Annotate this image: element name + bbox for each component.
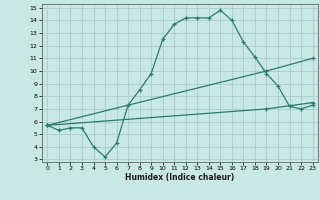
X-axis label: Humidex (Indice chaleur): Humidex (Indice chaleur) — [125, 173, 235, 182]
